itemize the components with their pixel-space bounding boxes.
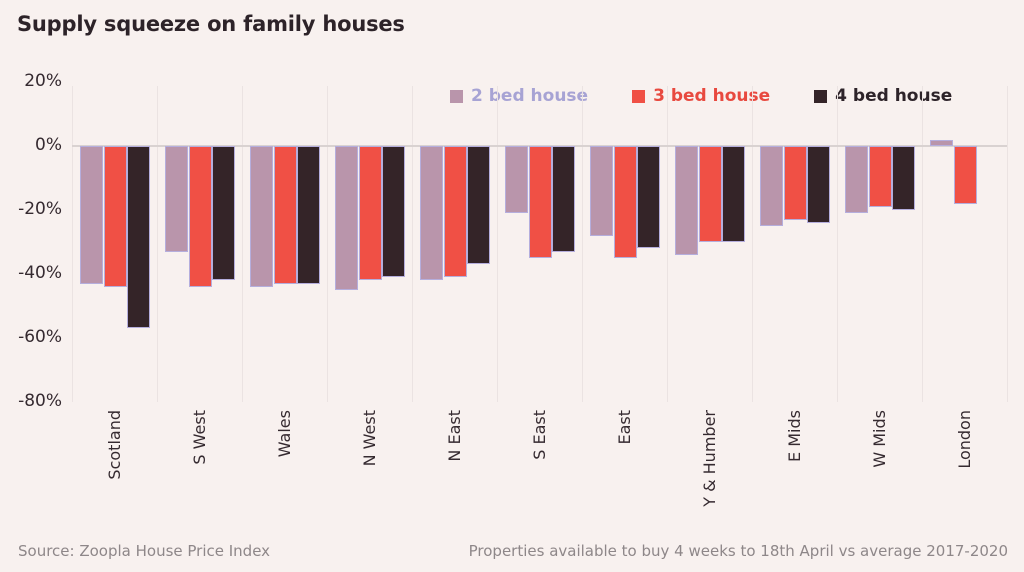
- period-note: Properties available to buy 4 weeks to 1…: [468, 542, 1008, 560]
- bar-2-bed-house-Y-&-Humber: [675, 146, 698, 255]
- y-tick-label: -80%: [18, 391, 62, 411]
- bar-2-bed-house-N-East: [420, 146, 443, 281]
- gridline-vertical: [327, 86, 328, 402]
- bar-3-bed-house-N-East: [443, 146, 467, 278]
- bar-3-bed-house-S-West: [188, 146, 212, 287]
- chart-title: Supply squeeze on family houses: [17, 12, 405, 36]
- bar-4-bed-house-W-Mids: [892, 146, 915, 210]
- x-tick-text: N West: [360, 410, 379, 467]
- legend-label: 3 bed house: [653, 86, 771, 106]
- gridline-vertical: [922, 86, 923, 402]
- bar-3-bed-house-East: [613, 146, 637, 258]
- gridline-vertical: [242, 86, 243, 402]
- legend-swatch-icon: [814, 89, 828, 103]
- bar-4-bed-house-S-East: [552, 146, 575, 252]
- y-tick-label: 0%: [35, 135, 62, 155]
- legend-item-2-bed-house: 2 bed house: [450, 86, 588, 106]
- bar-4-bed-house-N-West: [382, 146, 405, 278]
- bar-3-bed-house-Wales: [273, 146, 297, 284]
- bar-2-bed-house-W-Mids: [845, 146, 868, 214]
- bar-4-bed-house-Scotland: [127, 146, 150, 329]
- source-note: Source: Zoopla House Price Index: [18, 542, 271, 560]
- x-tick-text: Wales: [275, 410, 294, 458]
- x-tick-text: S East: [530, 410, 549, 460]
- gridline-vertical: [72, 86, 73, 402]
- x-tick-label-Wales: Wales: [242, 410, 327, 538]
- x-tick-text: W Mids: [870, 410, 889, 468]
- gridline-vertical: [582, 86, 583, 402]
- bar-2-bed-house-E-Mids: [760, 146, 783, 226]
- bar-2-bed-house-S-East: [505, 146, 528, 214]
- x-tick-label-N-West: N West: [327, 410, 412, 538]
- bar-3-bed-house-S-East: [528, 146, 552, 258]
- gridline-vertical: [157, 86, 158, 402]
- gridline-vertical: [837, 86, 838, 402]
- gridline-vertical: [752, 86, 753, 402]
- x-tick-text: E Mids: [785, 410, 804, 462]
- bar-4-bed-house-N-East: [467, 146, 490, 265]
- bar-2-bed-house-Scotland: [80, 146, 103, 284]
- x-tick-label-Y-&-Humber: Y & Humber: [667, 410, 752, 538]
- bar-4-bed-house-East: [637, 146, 660, 249]
- legend-swatch-icon: [450, 89, 463, 103]
- bar-2-bed-house-S-West: [165, 146, 188, 252]
- legend-swatch-icon: [632, 89, 646, 103]
- x-tick-text: East: [615, 410, 634, 445]
- x-tick-text: Y & Humber: [700, 410, 719, 507]
- x-tick-label-E-Mids: E Mids: [752, 410, 837, 538]
- legend-label: 2 bed house: [471, 86, 589, 106]
- gridline-vertical: [667, 86, 668, 402]
- gridline-vertical: [497, 86, 498, 402]
- x-axis: Scotland S West Wales N West N East S East Eas…: [72, 410, 1007, 538]
- plot-area: [72, 82, 1008, 402]
- bar-4-bed-house-E-Mids: [807, 146, 830, 223]
- bar-4-bed-house-S-West: [212, 146, 235, 281]
- bar-3-bed-house-London: [953, 146, 977, 204]
- x-tick-text: N East: [445, 410, 464, 462]
- bar-3-bed-house-W-Mids: [868, 146, 892, 207]
- y-tick-label: -40%: [18, 263, 62, 283]
- bar-2-bed-house-East: [590, 146, 613, 236]
- bar-2-bed-house-Wales: [250, 146, 273, 287]
- x-tick-label-Scotland: Scotland: [72, 410, 157, 538]
- x-tick-label-S-West: S West: [157, 410, 242, 538]
- x-tick-label-N-East: N East: [412, 410, 497, 538]
- bar-2-bed-house-London: [930, 139, 953, 146]
- x-tick-text: London: [955, 410, 974, 469]
- x-tick-label-East: East: [582, 410, 667, 538]
- bar-3-bed-house-E-Mids: [783, 146, 807, 220]
- bar-4-bed-house-Wales: [297, 146, 320, 284]
- bar-2-bed-house-N-West: [335, 146, 358, 290]
- x-tick-text: Scotland: [105, 410, 124, 480]
- bar-3-bed-house-Y-&-Humber: [698, 146, 722, 242]
- x-tick-label-S-East: S East: [497, 410, 582, 538]
- x-tick-text: S West: [190, 410, 209, 465]
- bar-3-bed-house-N-West: [358, 146, 382, 281]
- gridline-vertical: [1007, 86, 1008, 402]
- x-tick-label-London: London: [922, 410, 1007, 538]
- y-tick-label: -20%: [18, 199, 62, 219]
- bar-4-bed-house-Y-&-Humber: [722, 146, 745, 242]
- y-tick-label: -60%: [18, 327, 62, 347]
- bar-3-bed-house-Scotland: [103, 146, 127, 287]
- y-tick-label: 20%: [24, 71, 62, 91]
- legend-item-3-bed-house: 3 bed house: [632, 86, 770, 106]
- x-tick-label-W-Mids: W Mids: [837, 410, 922, 538]
- gridline-vertical: [412, 86, 413, 402]
